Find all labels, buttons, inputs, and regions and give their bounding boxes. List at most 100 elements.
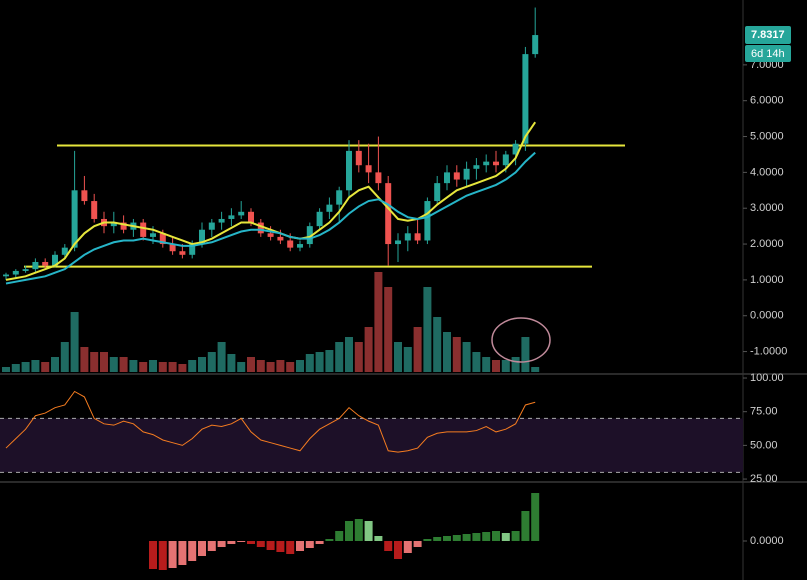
volume-bar	[168, 362, 177, 372]
highlight-circle	[491, 317, 551, 363]
macd-bar	[364, 521, 373, 541]
candle-body	[297, 244, 303, 248]
candle-body	[502, 154, 509, 166]
macd-bar	[286, 541, 295, 554]
macd-bar	[531, 493, 540, 541]
candle-body	[140, 222, 147, 237]
macd-bar	[443, 536, 451, 541]
candle-body	[42, 261, 49, 266]
candle-body	[287, 240, 294, 248]
macd-bar	[472, 533, 481, 541]
y-tick-label: 4.0000	[750, 166, 784, 178]
candle-body	[355, 150, 362, 166]
macd-bar	[374, 536, 383, 541]
volume-bar	[492, 360, 500, 372]
candle-body	[81, 190, 88, 202]
volume-bar	[2, 367, 10, 372]
volume-bar	[139, 362, 148, 372]
candle-body	[179, 251, 186, 255]
volume-bar	[296, 360, 304, 372]
macd-bar	[188, 541, 197, 561]
volume-bar	[51, 357, 59, 372]
candle-body	[248, 211, 254, 223]
volume-bar	[31, 360, 40, 372]
candle-body	[120, 222, 127, 230]
candle-body	[3, 274, 9, 277]
volume-bar	[364, 327, 373, 372]
volume-bar	[433, 317, 442, 372]
candle-body	[453, 172, 460, 180]
candle-body	[483, 161, 490, 166]
volume-bar	[90, 352, 99, 372]
y-tick-label: 5.0000	[750, 130, 784, 142]
volume-bar	[266, 362, 275, 372]
macd-bar	[149, 541, 157, 569]
candle-body	[91, 201, 98, 219]
macd-bar	[492, 531, 500, 541]
volume-bar	[325, 350, 334, 372]
macd-bar	[198, 541, 206, 556]
candle-body	[277, 236, 284, 241]
macd-bar	[452, 535, 461, 541]
y-tick-label: 1.0000	[750, 274, 784, 286]
volume-bar	[256, 360, 265, 372]
candle-body	[306, 226, 313, 245]
volume-bar	[70, 312, 79, 372]
y-tick-label: 75.00	[750, 406, 778, 418]
candle-body	[208, 222, 215, 230]
volume-bar	[227, 354, 236, 372]
candle-body	[365, 165, 372, 173]
macd-bar	[256, 541, 265, 547]
macd-bar	[178, 541, 187, 565]
candle-body	[522, 54, 529, 144]
volume-bar	[129, 360, 138, 372]
candle-body	[375, 172, 382, 184]
volume-bar	[531, 367, 540, 372]
volume-bar	[149, 360, 157, 372]
volume-bar	[247, 357, 255, 372]
macd-bar	[462, 534, 471, 541]
y-tick-label: 25.00	[750, 473, 778, 485]
macd-bar	[305, 541, 314, 548]
candle-body	[414, 233, 421, 241]
candle-body	[316, 211, 323, 227]
macd-bar	[227, 541, 236, 544]
volume-bar	[354, 342, 363, 372]
candle-body	[150, 233, 156, 237]
candle-body	[473, 165, 480, 169]
candle-body	[404, 233, 411, 241]
volume-bar	[198, 357, 206, 372]
volume-bar	[511, 357, 520, 372]
candle-body	[385, 183, 392, 245]
macd-bar	[501, 533, 510, 541]
candle-body	[52, 254, 58, 266]
macd-bar	[345, 521, 353, 541]
macd-bar	[413, 541, 422, 547]
volume-bar	[100, 352, 108, 372]
candle-body	[395, 240, 401, 245]
candle-body	[434, 183, 441, 202]
candle-body	[218, 218, 225, 223]
candle-body	[199, 229, 205, 245]
volume-bar	[60, 342, 69, 372]
candle-body	[22, 269, 29, 271]
volume-bar	[482, 357, 491, 372]
y-tick-label: 2.0000	[750, 238, 784, 250]
moving-average	[5, 121, 537, 281]
y-tick-label: 3.0000	[750, 202, 784, 214]
macd-bar	[266, 541, 275, 550]
volume-bar	[345, 337, 353, 372]
volume-bar	[335, 342, 344, 372]
candle-body	[228, 215, 235, 219]
candle-body	[169, 244, 176, 252]
macd-bar	[168, 541, 177, 568]
volume-bar	[178, 364, 187, 372]
volume-bar	[80, 347, 89, 372]
macd-bar	[394, 541, 402, 559]
macd-bar	[511, 531, 520, 541]
volume-bar	[41, 362, 50, 372]
candle-body	[189, 244, 196, 255]
y-tick-label: -1.0000	[750, 345, 787, 357]
